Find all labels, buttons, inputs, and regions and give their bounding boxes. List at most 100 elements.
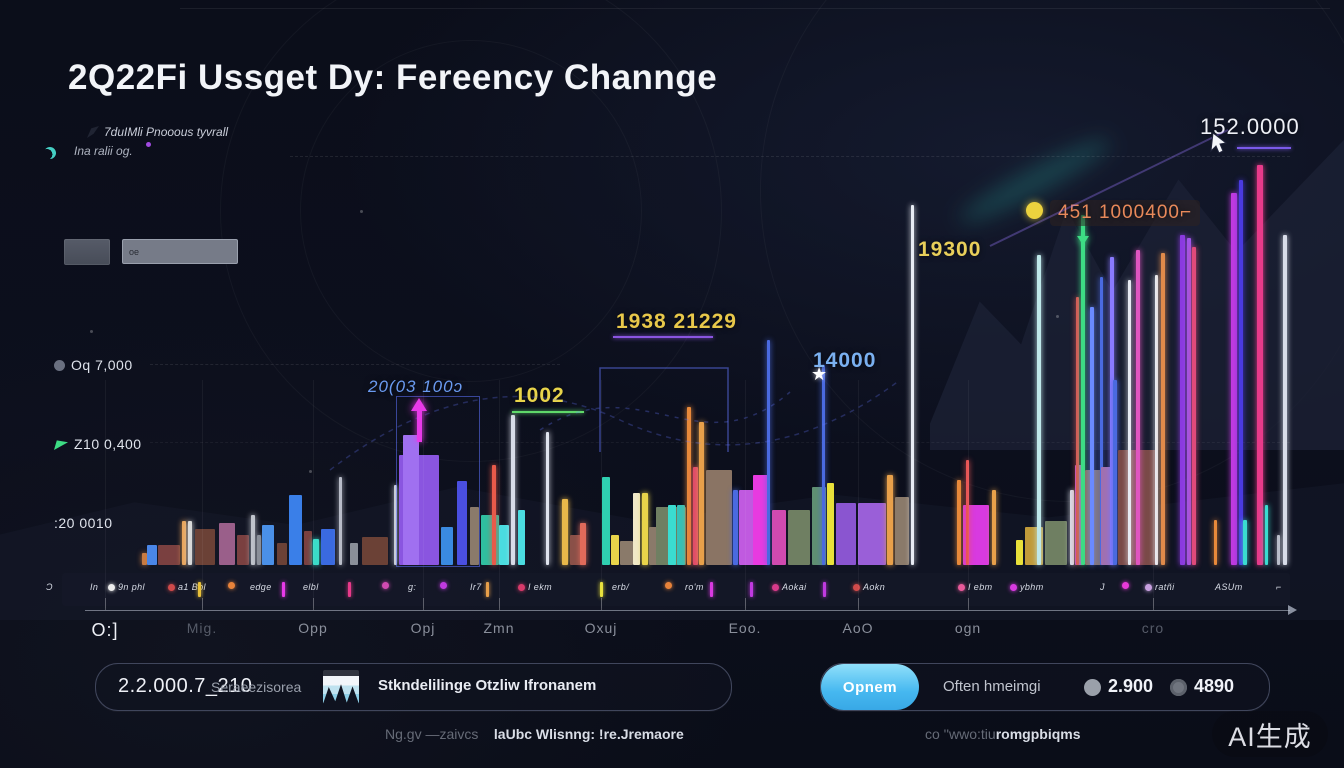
legend-item-label: Ir7 <box>470 582 482 592</box>
chart-bar <box>693 467 698 565</box>
chart-bar <box>957 480 961 565</box>
legend-item <box>486 582 489 597</box>
chart-bar <box>1257 165 1263 565</box>
legend-item-label: 9n phl <box>118 582 145 592</box>
chart-bar <box>251 515 255 565</box>
footer-caption-right-main: romgpbiqms <box>995 726 1081 742</box>
chart-bar <box>219 523 235 565</box>
chart-bar <box>362 537 388 565</box>
x-tick-label: Mig. <box>186 620 218 636</box>
legend-item <box>665 582 672 589</box>
x-tick-label: Zmn <box>483 620 515 636</box>
thumbnail-image <box>323 670 359 704</box>
legend-item: ratñi <box>1145 582 1175 592</box>
ai-generated-watermark: AI生成 <box>1212 711 1328 757</box>
data-label-underline <box>1237 147 1291 149</box>
chart-bar <box>499 525 509 565</box>
x-axis-line <box>85 610 1290 611</box>
legend-item: Aokn <box>853 582 885 592</box>
legend-item <box>440 582 447 589</box>
legend-item: ⌐ <box>1276 582 1282 592</box>
data-label: 1938 21229 <box>616 310 737 333</box>
chart-bar <box>1161 253 1165 565</box>
data-label: 152.0000 <box>1200 114 1300 139</box>
x-tick-mark <box>858 598 859 610</box>
magenta-arrow-bar <box>417 410 422 442</box>
legend-bar-icon <box>486 582 489 597</box>
legend-dot-icon <box>853 583 860 591</box>
legend-item: a1 Bol <box>168 582 206 592</box>
chart-bar <box>313 539 319 565</box>
chart-bar <box>1081 215 1085 565</box>
stat-value-1: 2.900 <box>1108 676 1154 696</box>
subtitle-line1: 7duIMli Pnooous tyvrall <box>104 125 229 139</box>
legend-item: Ɔ <box>46 582 53 592</box>
x-tick-mark <box>313 598 314 610</box>
legend-item: elbl <box>303 582 319 592</box>
legend-dot-icon <box>772 583 779 591</box>
legend-item <box>382 582 389 589</box>
data-label: 451 1000400⌐ <box>1050 200 1201 226</box>
data-label: 20(03 100ɔ <box>368 377 464 396</box>
stat-dot-icon <box>1084 679 1101 696</box>
chart-bar <box>1231 193 1237 565</box>
chart-bar <box>1128 280 1131 565</box>
chart-bar <box>739 490 757 565</box>
legend-dot-icon <box>228 582 235 589</box>
gridline-vertical <box>105 380 106 608</box>
chart-bar <box>1214 520 1217 565</box>
chart-bar <box>1180 235 1185 565</box>
x-tick-mark <box>968 598 969 610</box>
legend-item <box>1122 582 1129 589</box>
gridline-vertical <box>202 380 203 608</box>
chart-bar <box>1243 520 1247 565</box>
background-dot <box>1056 315 1059 318</box>
chart-bar <box>492 465 496 565</box>
data-label: 19300 <box>918 238 982 261</box>
chart-bar <box>403 435 419 565</box>
chart-bar <box>262 525 274 565</box>
gridline-vertical <box>968 380 969 608</box>
chart-bar <box>142 553 147 565</box>
chart-bar <box>546 432 549 565</box>
chart-bar <box>1283 235 1287 565</box>
legend-bar-icon <box>823 582 826 597</box>
chart-bar <box>827 483 834 565</box>
toolbar-button[interactable] <box>64 239 110 265</box>
legend-item <box>198 582 201 597</box>
chart-bar <box>1155 275 1158 565</box>
chart-bar <box>602 477 610 565</box>
chart-bar <box>321 529 335 565</box>
panel-status-label: Often hmeimgi <box>943 678 1041 695</box>
chart-bar <box>767 340 770 565</box>
x-tick-mark <box>499 598 500 610</box>
legend-item <box>600 582 603 597</box>
y-axis-label-text: :20 0010 <box>54 515 113 531</box>
chart-bar <box>457 481 467 565</box>
x-tick-label: Opj <box>410 620 436 636</box>
green-arrow-marker <box>1077 236 1089 245</box>
y-axis-label-text: Z10 0,400 <box>74 436 142 452</box>
chart-bar <box>518 510 525 565</box>
chart-bar <box>580 523 586 565</box>
legend-bar-icon <box>282 582 285 597</box>
yellow-circle-marker <box>1026 202 1043 219</box>
legend-item-label: ratñi <box>1155 582 1175 592</box>
search-input[interactable] <box>122 239 238 264</box>
background-dot <box>309 470 312 473</box>
background-dot <box>360 210 363 213</box>
chart-bar <box>158 545 180 565</box>
primary-action-button[interactable]: Opnem <box>821 664 919 710</box>
gridline-vertical <box>423 380 424 608</box>
gridline-vertical <box>601 380 602 608</box>
legend-item: edge <box>250 582 272 592</box>
legend-item: In <box>90 582 98 592</box>
legend-item-label: In <box>90 582 99 592</box>
chart-bar <box>511 415 515 565</box>
bottom-right-panel: Opnem Often hmeimgi 2.900 4890 <box>820 663 1270 711</box>
green-arrow-icon <box>54 440 68 450</box>
gridline <box>150 364 560 365</box>
x-tick-mark <box>423 598 424 610</box>
y-axis-label-text: Oq 7,000 <box>71 357 133 373</box>
chart-bar <box>668 505 676 565</box>
